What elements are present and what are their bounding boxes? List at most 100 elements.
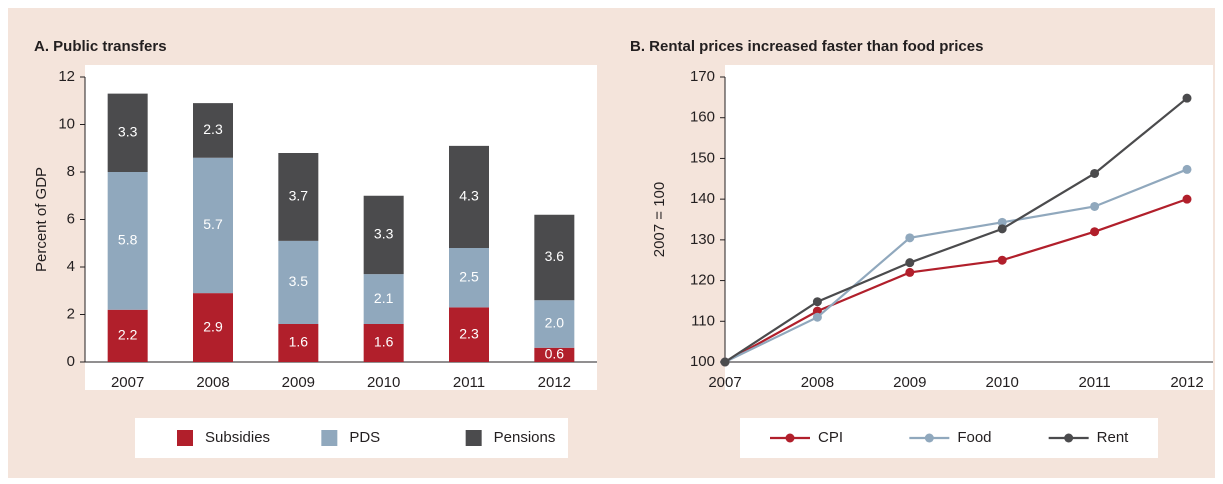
legend-marker [924, 433, 934, 443]
point [905, 233, 915, 243]
legend-label: Subsidies [205, 429, 270, 446]
data-label: 0.6 [545, 346, 565, 362]
data-label: 2.3 [203, 121, 223, 137]
bar-segment [107, 172, 148, 310]
x-tick-label: 2008 [196, 374, 229, 391]
legend-marker [1064, 433, 1074, 443]
y-tick-label: 170 [690, 68, 715, 85]
legend-label: Food [957, 429, 991, 446]
x-tick-label: 2011 [1078, 374, 1110, 391]
bar-segment [107, 93, 148, 172]
x-tick-label: 2007 [111, 374, 144, 391]
line [724, 198, 1188, 363]
legend-label: PDS [349, 429, 380, 446]
data-label: 3.5 [289, 273, 309, 289]
x-tick-label: 2012 [538, 374, 571, 391]
data-label: 3.6 [545, 248, 565, 264]
data-label: 4.3 [459, 188, 479, 204]
point [1090, 201, 1100, 211]
data-label: 2.3 [459, 325, 479, 341]
data-label: 1.6 [289, 334, 309, 350]
point [997, 255, 1007, 265]
bar-segment [534, 347, 575, 362]
data-label: 2.5 [459, 268, 479, 284]
bar-segment [278, 240, 319, 324]
x-tick-label: 2009 [282, 374, 315, 391]
point [997, 224, 1007, 234]
y-tick-label: 12 [58, 68, 75, 85]
bar-segment [193, 157, 233, 294]
y-tick-label: 10 [58, 115, 75, 132]
y-axis-label: Percent of GDP [33, 167, 50, 272]
bar-segment [363, 195, 404, 275]
point [997, 217, 1007, 227]
legend-label: CPI [818, 429, 843, 446]
y-tick-label: 0 [67, 353, 75, 370]
x-tick-label: 2011 [453, 374, 485, 391]
bar-segment [278, 324, 319, 362]
legend-swatch [321, 430, 338, 446]
y-tick-label: 120 [690, 272, 715, 289]
y-tick-label: 6 [67, 210, 75, 227]
legend-label: Rent [1097, 429, 1130, 446]
data-label: 2.0 [545, 315, 565, 331]
plot-area [85, 65, 597, 390]
data-label: 2.2 [118, 327, 138, 343]
legend-swatch [177, 430, 193, 446]
point [1090, 168, 1100, 178]
y-tick-label: 160 [690, 109, 715, 126]
legend-swatch [465, 430, 482, 446]
data-label: 1.6 [374, 334, 394, 350]
data-label: 3.7 [289, 188, 309, 204]
point [905, 267, 915, 277]
x-tick-label: 2008 [801, 374, 834, 391]
bar-segment [449, 145, 489, 248]
chart-title: B. Rental prices increased faster than f… [630, 38, 983, 55]
point [720, 357, 730, 367]
legend-box [135, 418, 568, 458]
y-tick-label: 4 [67, 258, 75, 275]
bar-segment [278, 153, 319, 241]
x-tick-label: 2009 [893, 374, 926, 391]
point [1090, 227, 1100, 237]
y-tick-label: 140 [690, 190, 715, 207]
data-label: 2.9 [203, 318, 223, 334]
bar-segment [449, 248, 489, 308]
bar-segment [193, 293, 233, 362]
line [724, 97, 1188, 363]
y-axis-label: 2007 = 100 [651, 182, 668, 258]
bar-segment [363, 324, 404, 362]
bar-segment [534, 214, 575, 301]
legend-label: Pensions [494, 429, 556, 446]
y-tick-label: 8 [67, 163, 75, 180]
x-tick-label: 2010 [367, 374, 400, 391]
x-tick-label: 2010 [986, 374, 1019, 391]
bar-segment [193, 103, 233, 158]
data-label: 5.8 [118, 232, 138, 248]
x-tick-label: 2007 [708, 374, 741, 391]
data-label: 5.7 [203, 216, 223, 232]
y-tick-label: 150 [690, 149, 715, 166]
bar-segment [534, 300, 575, 348]
point [812, 297, 822, 307]
point [1182, 194, 1192, 204]
data-label: 3.3 [374, 226, 394, 242]
legend-marker [785, 433, 795, 443]
line [724, 168, 1188, 363]
data-label: 3.3 [118, 124, 138, 140]
point [812, 312, 822, 322]
point [1182, 164, 1192, 174]
bar-segment [107, 309, 148, 362]
x-tick-label: 2012 [1170, 374, 1203, 391]
bar-segment [449, 307, 489, 362]
point [905, 258, 915, 268]
y-tick-label: 130 [690, 231, 715, 248]
chart-title: A. Public transfers [34, 38, 167, 55]
y-tick-label: 100 [690, 353, 715, 370]
y-tick-label: 110 [691, 312, 715, 329]
data-label: 2.1 [374, 290, 394, 306]
point [1182, 93, 1192, 103]
y-tick-label: 2 [67, 305, 75, 322]
